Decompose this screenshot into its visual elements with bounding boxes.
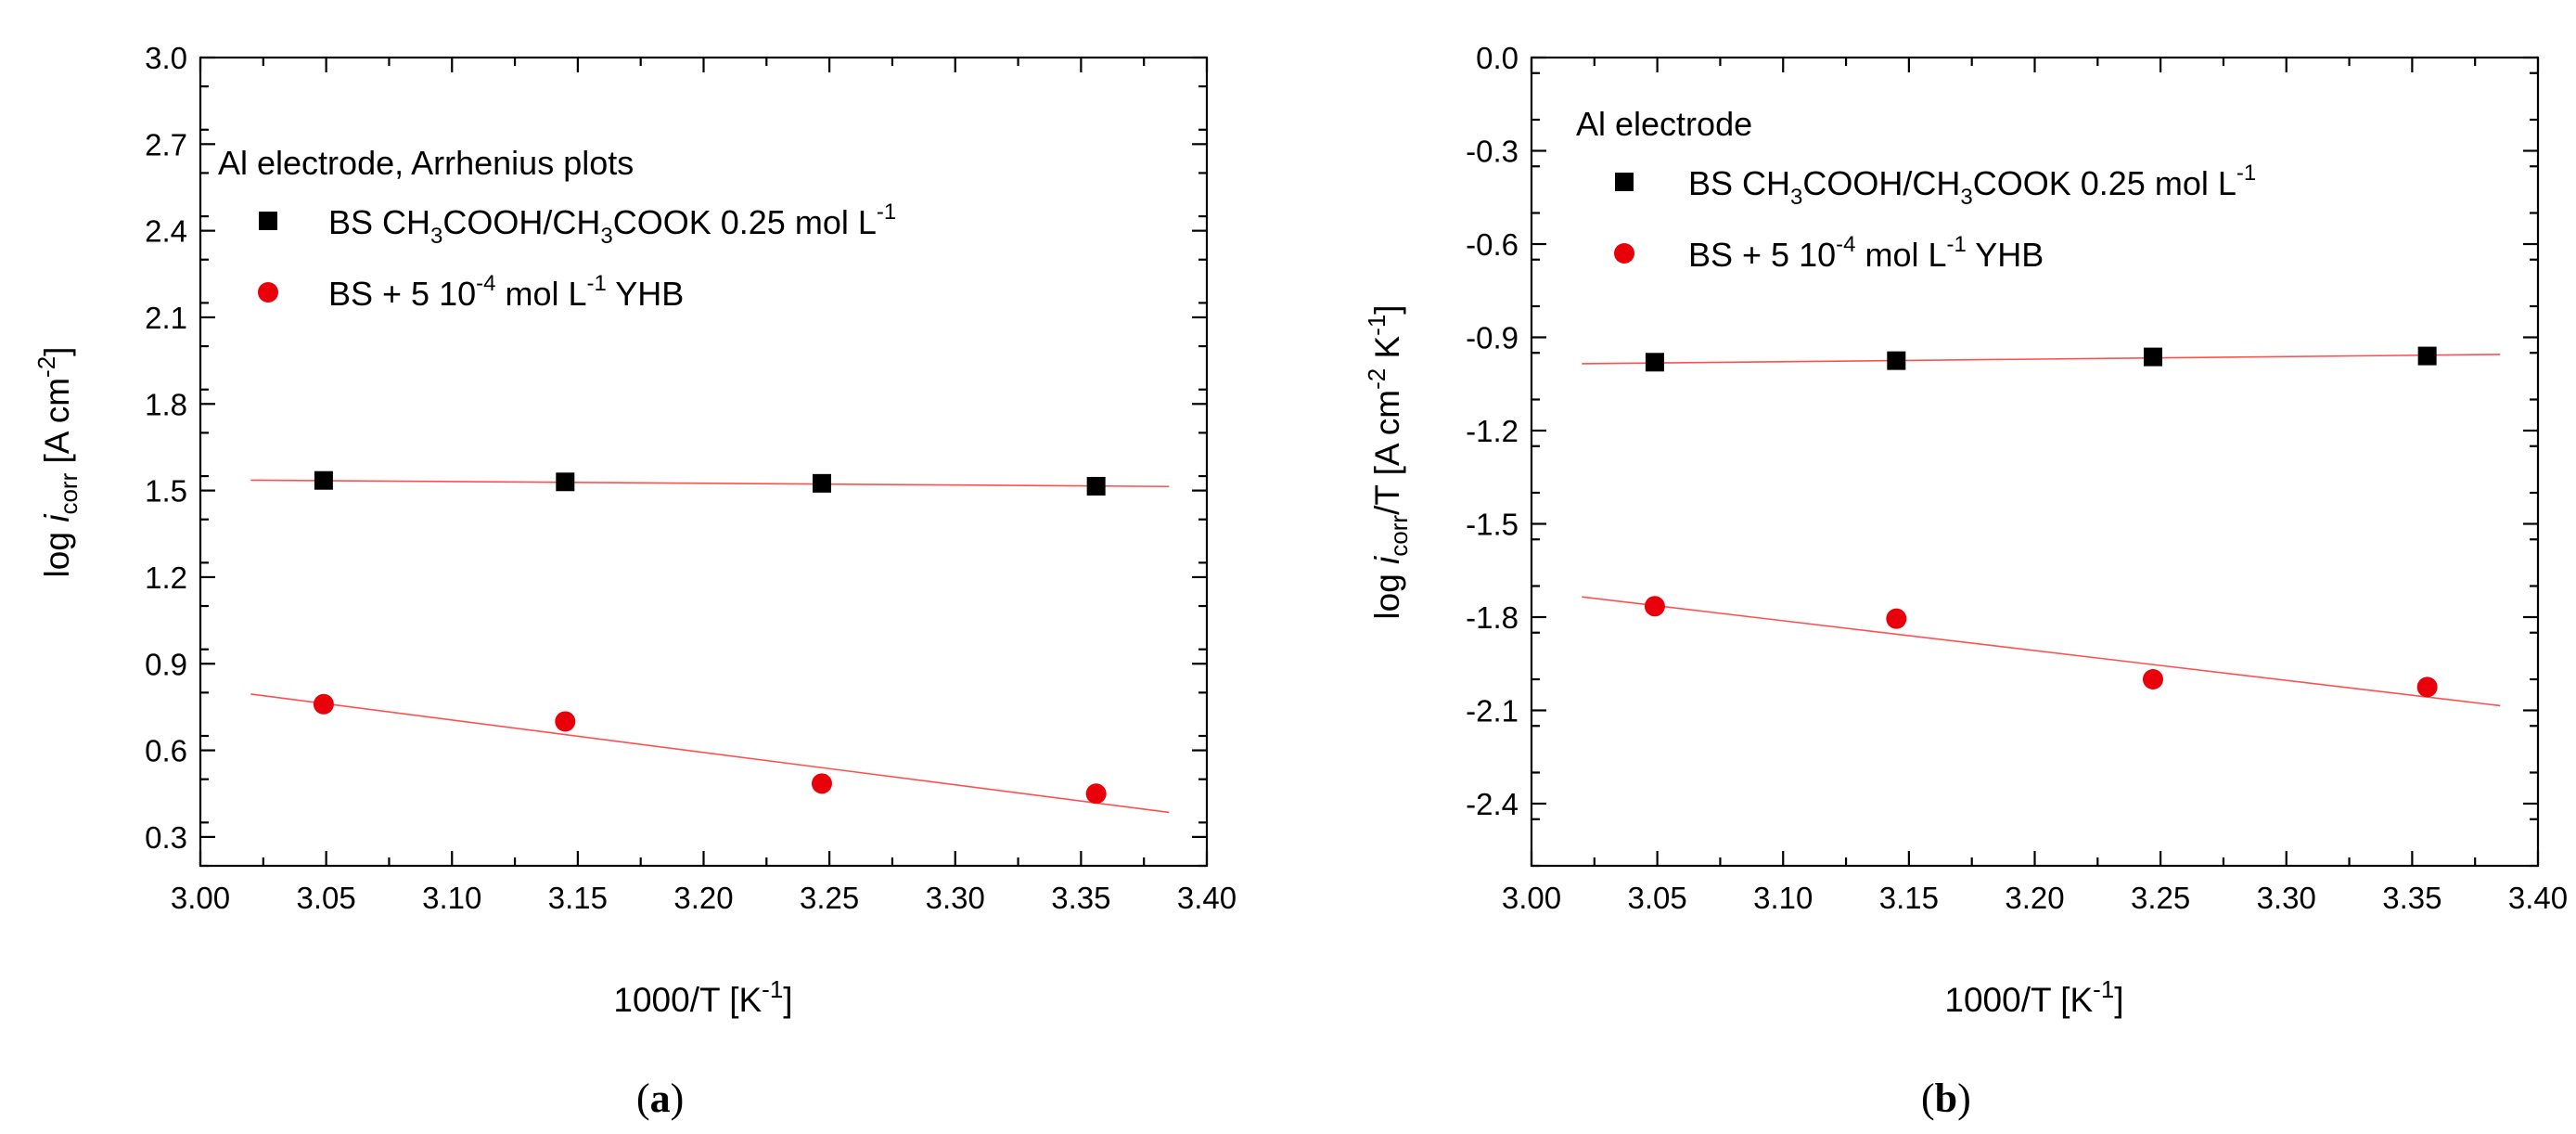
panel-b-x-tick-label: 3.00 — [1502, 881, 1561, 915]
panel-b-y-tick-label: -1.2 — [1466, 414, 1519, 448]
panel-a-chart: 3.00 3.05 3.10 3.15 3.20 3.25 3.30 3.35 3.40 0.3 0… — [32, 41, 1237, 1121]
panel-a-x-tick-label: 3.05 — [297, 881, 356, 915]
panel-b-series-2-point — [1886, 608, 1907, 629]
panel-a-series-2-point — [811, 773, 832, 794]
panel-b-y-tick-label: -2.4 — [1466, 787, 1519, 821]
panel-a-y-tick-label: 2.4 — [145, 214, 187, 249]
panel-a-series-1-point — [1086, 476, 1106, 496]
panel-a-legend-series-1: BS CH3COOH/CH3COOK 0.25 mol L-1 — [328, 200, 896, 249]
panel-a-y-tick-label: 3.0 — [145, 41, 187, 75]
panel-a-x-tick-label: 3.40 — [1177, 881, 1237, 915]
panel-b-y-tick-label: -0.6 — [1466, 227, 1519, 262]
panel-b-x-tick-label: 3.10 — [1753, 881, 1813, 915]
panel-b-subfigure-label: (b) — [1921, 1076, 1971, 1121]
panel-b-x-tick-label: 3.40 — [2508, 881, 2568, 915]
panel-a-y-tick-label: 1.2 — [145, 561, 187, 595]
panel-a-x-tick-label: 3.10 — [422, 881, 481, 915]
panel-b-legend-series-1: BS CH3COOH/CH3COOK 0.25 mol L-1 — [1688, 161, 2256, 210]
panel-a-y-tick-label: 2.1 — [145, 301, 187, 335]
panel-b-series-2-point — [2416, 677, 2438, 698]
panel-b-annotation: Al electrode — [1576, 105, 1752, 143]
panel-a-x-tick-label: 3.15 — [548, 881, 608, 915]
panel-b-data-points — [1644, 346, 2438, 698]
panel-b-y-tick-label: -0.9 — [1466, 321, 1519, 355]
panel-a-series-1-point — [812, 473, 831, 493]
panel-a-legend-series-2: BS + 5 10-4 mol L-1 YHB — [328, 271, 684, 313]
panel-a-x-axis-label: 1000/T [K-1] — [613, 975, 792, 1019]
panel-b-x-tick-label: 3.15 — [1879, 881, 1939, 915]
panel-b-ticks: 3.00 3.05 3.10 3.15 3.20 3.25 3.30 3.35 3.40 0.0 -… — [1466, 41, 2568, 915]
panel-b-fit-line-series-1 — [1582, 354, 2501, 365]
panel-a-x-tick-label: 3.20 — [673, 881, 733, 915]
panel-b-fit-lines — [1582, 354, 2501, 707]
panel-b-legend-series-2: BS + 5 10-4 mol L-1 YHB — [1688, 232, 2044, 274]
panel-b-y-tick-label: -0.3 — [1466, 135, 1519, 169]
panel-a-series-2-point — [1085, 783, 1107, 805]
panel-b-x-tick-label: 3.30 — [2257, 881, 2316, 915]
panel-b-fit-line-series-2 — [1582, 596, 2501, 707]
panel-a-fit-line-series-1 — [250, 479, 1170, 488]
panel-b-y-tick-label: -1.8 — [1466, 600, 1519, 635]
panel-b-series-1-point — [2143, 347, 2162, 367]
panel-a-series-1-point — [314, 470, 333, 490]
panel-a-legend-circle-marker — [258, 282, 278, 303]
panel-b-legend-circle-marker — [1614, 243, 1634, 264]
panel-a-y-tick-label: 0.3 — [145, 820, 187, 855]
panel-a-y-tick-label: 1.5 — [145, 474, 187, 509]
panel-a-series-2-point — [313, 693, 334, 715]
panel-b-legend-square-marker — [1615, 173, 1634, 191]
panel-a-x-tick-label: 3.25 — [800, 881, 859, 915]
panel-a-x-tick-label: 3.35 — [1051, 881, 1110, 915]
panel-b-series-1-point — [1645, 353, 1664, 372]
panel-a-y-axis-label: log icorr [A cm-2] — [32, 347, 83, 578]
panel-b-series-2-point — [2142, 669, 2163, 689]
panel-a-annotation: Al electrode, Arrhenius plots — [218, 144, 634, 182]
panel-b-series-2-point — [1644, 596, 1665, 617]
panel-b-series-1-point — [2417, 346, 2437, 366]
panel-a-y-tick-label: 2.7 — [145, 127, 187, 161]
panel-b-x-axis-label: 1000/T [K-1] — [1944, 975, 2123, 1019]
panel-a-series-2-point — [555, 711, 576, 732]
panel-a-subfigure-label: (a) — [636, 1076, 684, 1121]
panel-b-y-tick-label: -2.1 — [1466, 694, 1519, 728]
panel-b-legend: BS CH3COOH/CH3COOK 0.25 mol L-1 BS + 5 1… — [1614, 161, 2256, 274]
panel-b-x-tick-label: 3.20 — [2005, 881, 2064, 915]
panel-b-series-1-point — [1887, 351, 1906, 370]
panel-a-y-tick-label: 0.9 — [145, 647, 187, 681]
panel-b-y-tick-label: -1.5 — [1466, 508, 1519, 542]
panel-b-y-tick-label: 0.0 — [1476, 41, 1519, 75]
panel-a-x-tick-label: 3.30 — [926, 881, 985, 915]
panel-b-y-axis-label: log icorr/T [A cm-2 K-1] — [1363, 304, 1413, 619]
panel-a-series-1-point — [556, 472, 575, 492]
panel-a-legend-square-marker — [259, 212, 277, 230]
panel-b-chart: 3.00 3.05 3.10 3.15 3.20 3.25 3.30 3.35 3.40 0.0 -… — [1363, 41, 2568, 1121]
panel-b-x-tick-label: 3.05 — [1628, 881, 1687, 915]
panel-b-x-tick-label: 3.25 — [2131, 881, 2190, 915]
panel-a-x-tick-label: 3.00 — [171, 881, 230, 915]
panel-b-x-tick-label: 3.35 — [2382, 881, 2441, 915]
panel-a-legend: BS CH3COOH/CH3COOK 0.25 mol L-1 BS + 5 1… — [258, 200, 896, 313]
panel-a-y-tick-label: 1.8 — [145, 387, 187, 421]
panel-a-fit-lines — [250, 479, 1170, 814]
panel-a-fit-line-series-2 — [250, 693, 1170, 814]
panel-a-ticks: 3.00 3.05 3.10 3.15 3.20 3.25 3.30 3.35 3.40 0.3 0… — [145, 41, 1237, 915]
panel-a-data-points — [313, 470, 1107, 805]
panel-a-y-tick-label: 0.6 — [145, 734, 187, 768]
